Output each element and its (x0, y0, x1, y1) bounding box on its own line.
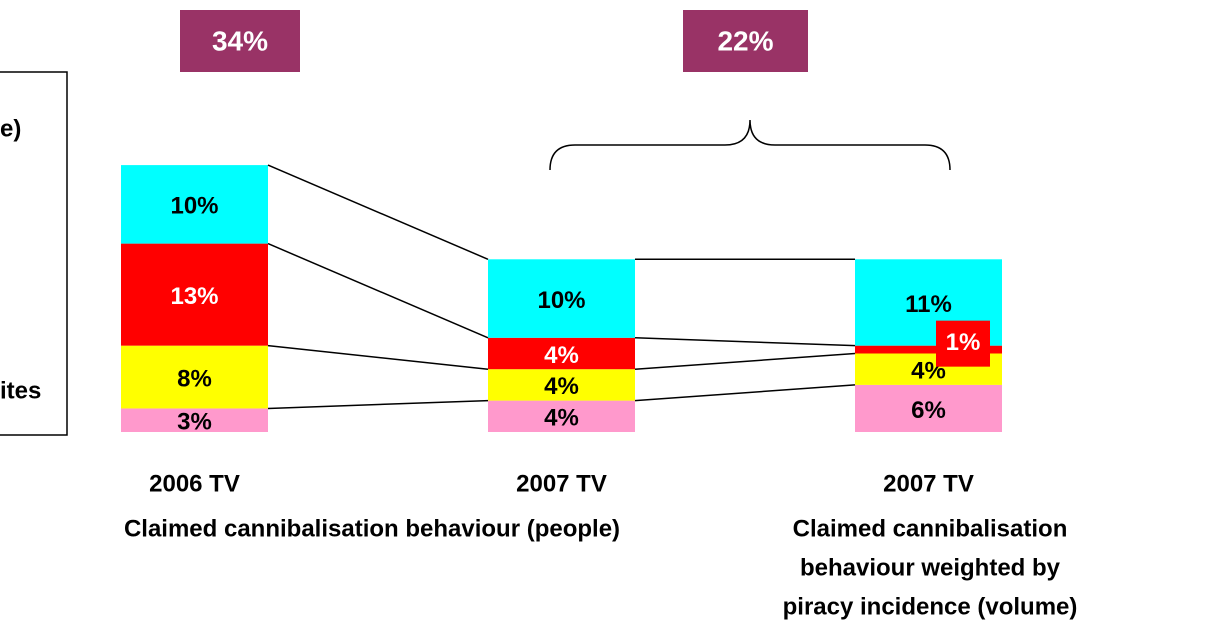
x-tick-label: 2007 TV (883, 470, 974, 497)
value-label: 4% (544, 373, 579, 400)
connector (634, 384, 856, 402)
total-label: 34% (212, 25, 268, 56)
value-label: 8% (177, 365, 212, 392)
value-label: 4% (544, 405, 579, 432)
value-label: 3% (177, 409, 212, 436)
connector (267, 399, 489, 410)
bar-segment (488, 337, 635, 370)
bar-segment (121, 345, 268, 409)
connector (634, 337, 856, 347)
value-label: 10% (537, 287, 585, 314)
group-label: Claimed cannibalisation (793, 515, 1068, 542)
value-label: 10% (170, 193, 218, 220)
bar-segment (488, 400, 635, 432)
value-label: 4% (544, 342, 579, 369)
x-tick-label: 2007 TV (516, 470, 607, 497)
bar-segment (121, 408, 268, 432)
label-box (936, 320, 990, 367)
connector (267, 344, 489, 370)
total-box (683, 10, 808, 72)
bracket (549, 119, 951, 171)
group-label: behaviour weighted by (800, 554, 1061, 581)
bar-segment (121, 243, 268, 346)
total-box (180, 10, 300, 72)
value-label: 11% (905, 291, 952, 318)
total-label: 22% (717, 25, 773, 56)
legend-box (0, 71, 68, 436)
legend-text: ites (0, 377, 41, 404)
bar-segment (488, 259, 635, 338)
value-label: 1% (946, 329, 981, 356)
x-tick-label: 2006 TV (149, 470, 240, 497)
value-label: 6% (911, 397, 946, 424)
bar-segment (855, 345, 1002, 354)
connector (267, 164, 489, 260)
bar-segment (121, 165, 268, 244)
value-label: 13% (170, 283, 218, 310)
group-label: Claimed cannibalisation behaviour (peopl… (124, 515, 620, 542)
bar-segment (488, 369, 635, 401)
bar-segment (855, 384, 1002, 432)
group-label: piracy incidence (volume) (783, 593, 1078, 620)
connector (634, 352, 856, 370)
legend-text: e) (0, 115, 21, 142)
connector (267, 242, 489, 339)
